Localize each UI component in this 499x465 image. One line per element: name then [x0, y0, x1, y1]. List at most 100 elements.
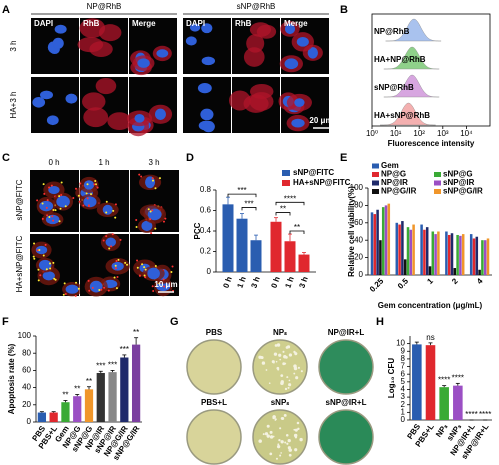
- nucleus: [197, 83, 212, 94]
- sig-bracket: [227, 193, 257, 198]
- significance: ***: [108, 361, 117, 370]
- nucleus: [202, 120, 215, 133]
- significance: ****: [452, 373, 464, 382]
- bar: [453, 385, 463, 420]
- legend-label: HA+sNP@FITC: [293, 178, 351, 187]
- colony: [266, 434, 270, 438]
- bar: [447, 234, 451, 275]
- bar: [478, 269, 481, 275]
- particle: [135, 219, 138, 222]
- particle: [126, 263, 129, 266]
- particle: [136, 259, 139, 262]
- particle: [79, 182, 82, 185]
- particle: [110, 245, 113, 248]
- group-header: sNP@RhB: [237, 2, 276, 11]
- significance: **: [74, 385, 80, 394]
- colony: [279, 358, 282, 361]
- colony: [294, 448, 298, 452]
- row-label: HA+3 h: [9, 92, 18, 119]
- nucleus: [48, 185, 60, 195]
- particle: [158, 177, 161, 180]
- panel-label: A: [2, 4, 10, 16]
- histogram: [385, 18, 442, 42]
- y-tick-label: 60: [354, 218, 363, 227]
- particle: [58, 195, 61, 198]
- nucleus: [145, 176, 156, 189]
- particle: [105, 200, 108, 203]
- colony: [280, 417, 284, 420]
- cytoplasm: [83, 107, 109, 128]
- panel-label: D: [186, 152, 194, 164]
- bar: [73, 396, 82, 422]
- colony: [273, 352, 278, 356]
- colony: [293, 364, 297, 368]
- colony: [296, 421, 300, 425]
- nucleus: [38, 259, 52, 271]
- particle: [48, 186, 51, 189]
- significance: **: [294, 223, 300, 232]
- particle: [90, 193, 93, 196]
- particle: [38, 249, 41, 252]
- cytoplasm: [107, 112, 132, 131]
- significance: **: [280, 205, 286, 214]
- x-axis-label: Fluorescence intensity: [388, 139, 475, 148]
- nucleus: [83, 196, 97, 208]
- sig-bracket: [275, 201, 305, 206]
- y-tick-label: 100: [350, 183, 364, 192]
- series-label: sNP@RhB: [374, 83, 414, 92]
- colony: [275, 457, 278, 460]
- particle: [164, 217, 167, 220]
- cytoplasm: [95, 77, 117, 95]
- particle: [43, 192, 46, 195]
- nucleus: [83, 180, 95, 190]
- y-tick-label: 7: [401, 362, 406, 371]
- channel-label: Merge: [132, 19, 156, 28]
- colony: [288, 448, 293, 452]
- legend-label: sNP@IR: [443, 178, 475, 187]
- cytoplasm: [89, 41, 113, 57]
- colony: [274, 419, 277, 421]
- particle: [52, 261, 55, 264]
- plate-label: sNPₛ: [271, 398, 290, 407]
- particle: [54, 209, 57, 212]
- nucleus: [111, 261, 124, 271]
- particle: [143, 266, 146, 269]
- colony: [285, 346, 289, 349]
- x-tick-label: 3 h: [249, 275, 261, 289]
- particle: [87, 279, 90, 282]
- legend-label: sNP@FITC: [293, 168, 334, 177]
- row-label: HA+sNP@FITC: [15, 235, 24, 292]
- bar: [461, 234, 465, 275]
- colony: [270, 435, 273, 438]
- bar: [428, 266, 432, 275]
- y-axis-label: Log₁₀ CFU: [387, 358, 396, 398]
- colony: [280, 374, 284, 378]
- particle: [147, 208, 150, 211]
- particle: [51, 215, 54, 218]
- particle: [151, 209, 154, 212]
- bar: [284, 241, 296, 272]
- cytoplasm: [79, 18, 106, 39]
- particle: [77, 287, 80, 290]
- nucleus: [307, 47, 318, 59]
- particle: [107, 289, 110, 292]
- particle: [77, 194, 80, 197]
- colony: [258, 439, 262, 443]
- colony: [284, 387, 288, 391]
- significance: ****: [465, 410, 477, 419]
- legend-swatch: [372, 189, 379, 194]
- bar: [425, 227, 429, 275]
- plate-label: PBS+L: [201, 398, 227, 407]
- nucleus: [185, 36, 197, 46]
- colony: [274, 344, 278, 347]
- colony: [269, 452, 273, 456]
- x-tick-label: 1 h: [235, 275, 247, 289]
- particle: [136, 266, 139, 269]
- colony: [294, 352, 298, 356]
- colony: [260, 355, 263, 358]
- y-tick-label: 80: [354, 201, 363, 210]
- colony: [272, 435, 275, 438]
- particle: [62, 293, 65, 296]
- colony: [283, 354, 287, 359]
- x-tick-label: 10²: [413, 129, 425, 138]
